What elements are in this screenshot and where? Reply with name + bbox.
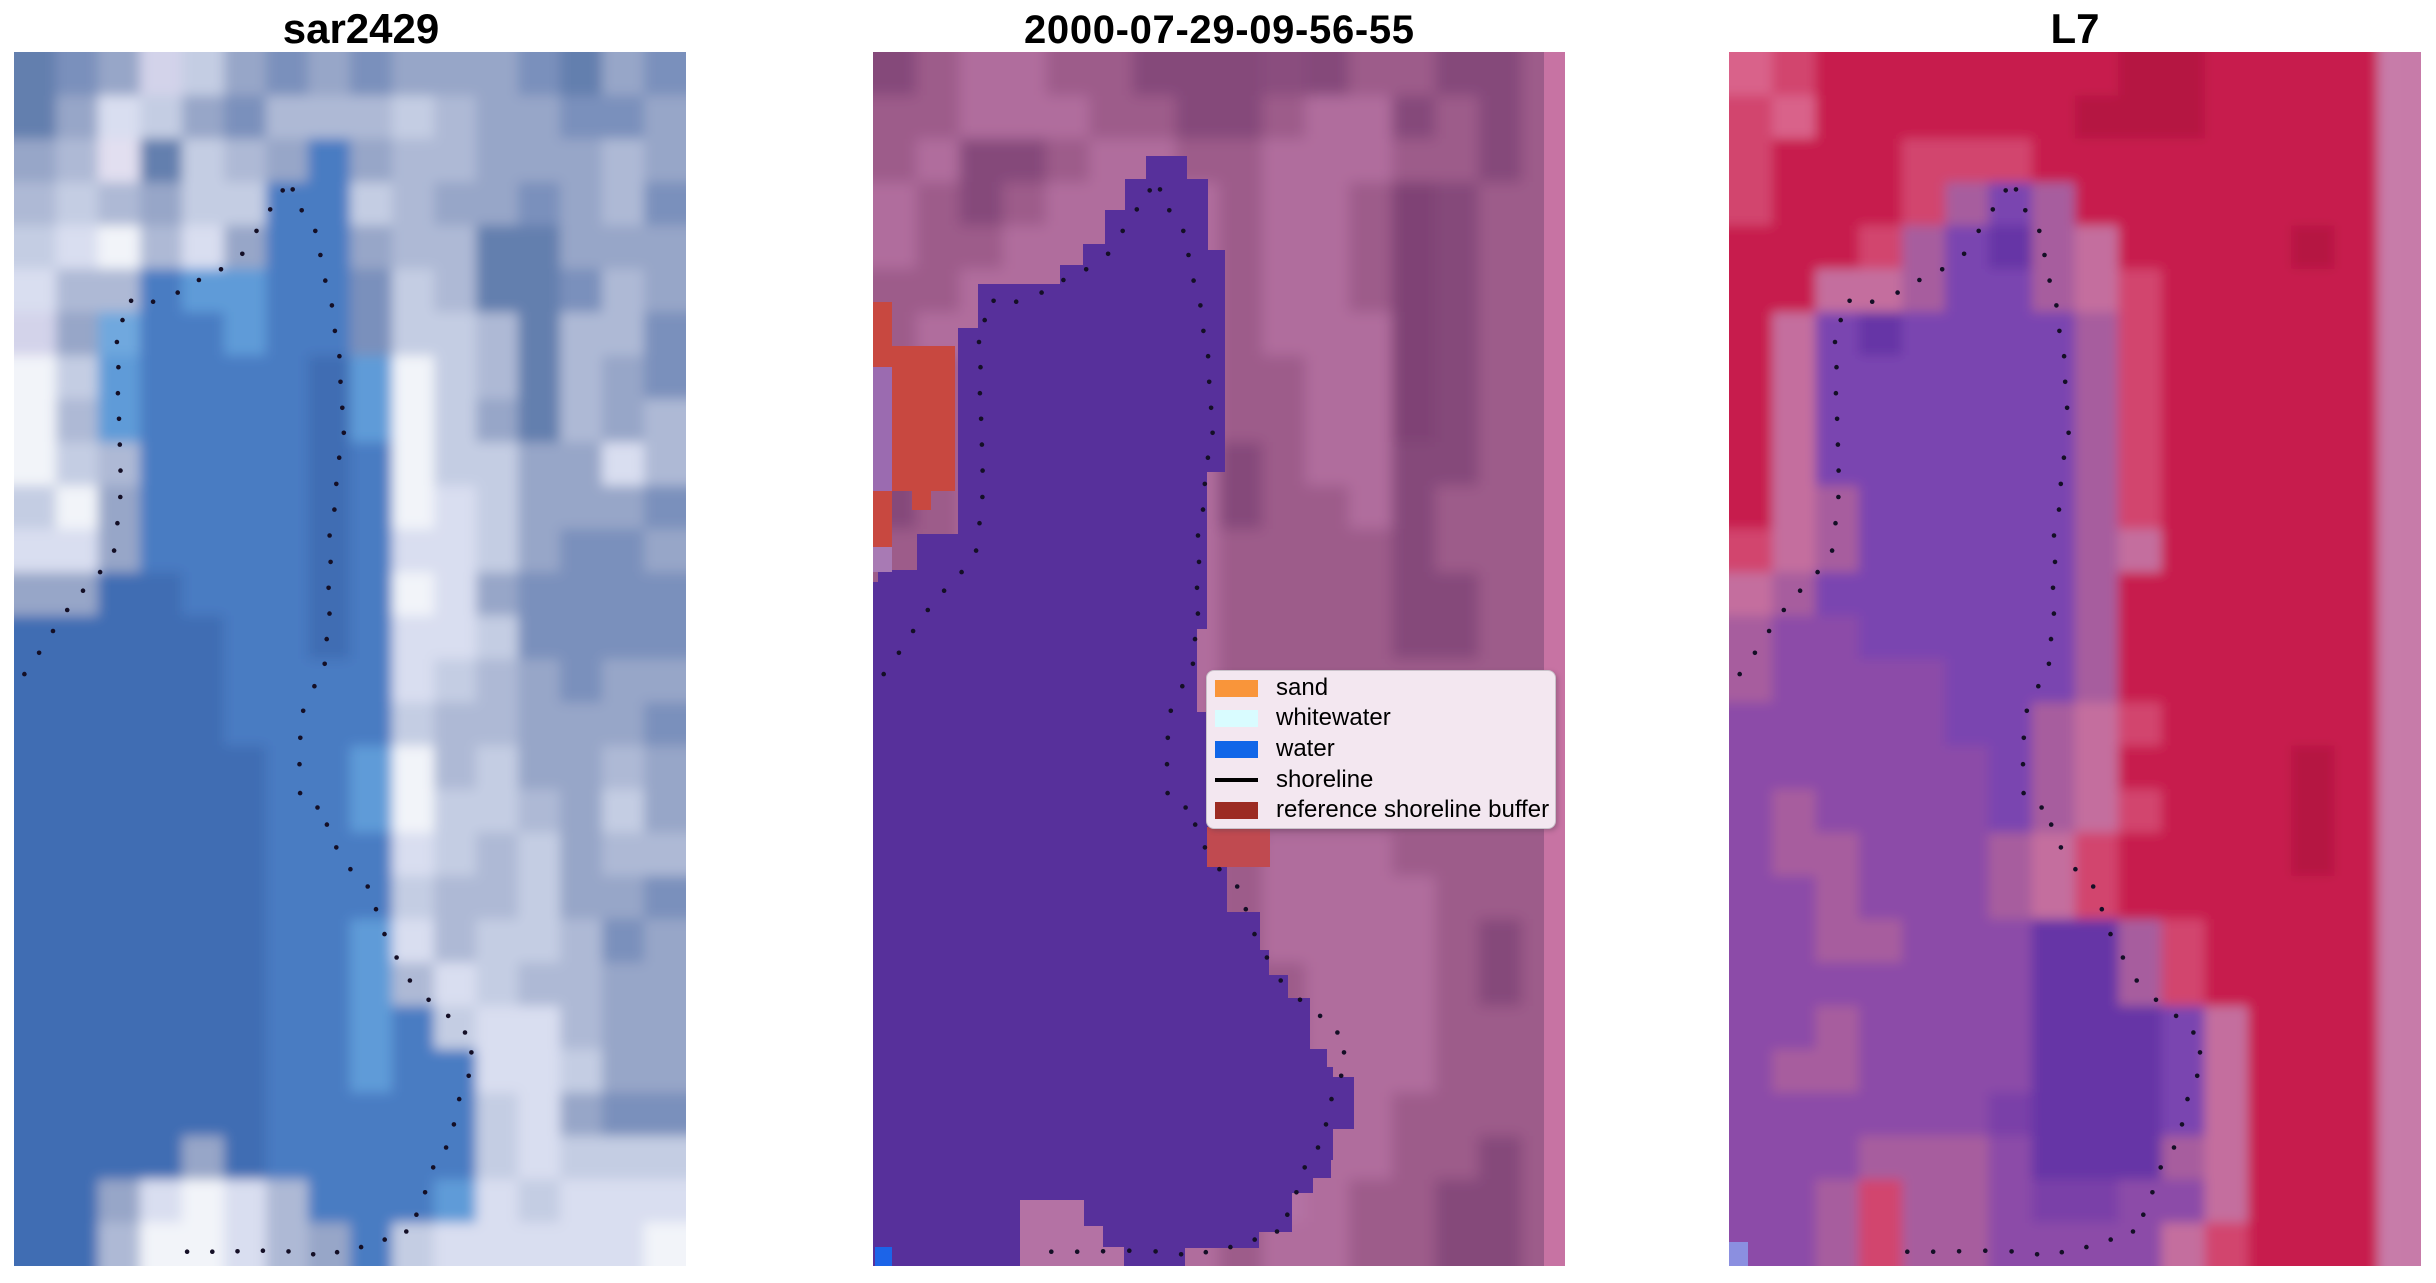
svg-text:2000-07-29-09-56-55: 2000-07-29-09-56-55 (1024, 8, 1414, 50)
svg-text:L7: L7 (2050, 5, 2099, 50)
svg-text:sar2429: sar2429 (283, 5, 440, 50)
